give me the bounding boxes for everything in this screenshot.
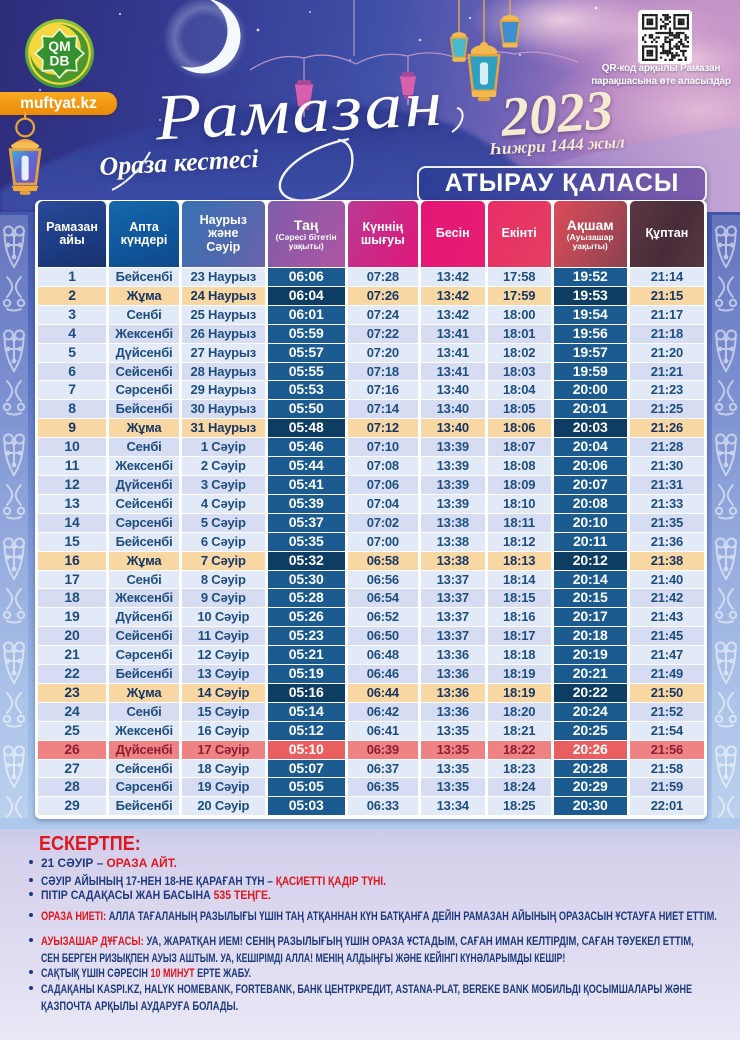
- svg-text:QM: QM: [48, 39, 70, 54]
- svg-text:DB: DB: [50, 54, 70, 69]
